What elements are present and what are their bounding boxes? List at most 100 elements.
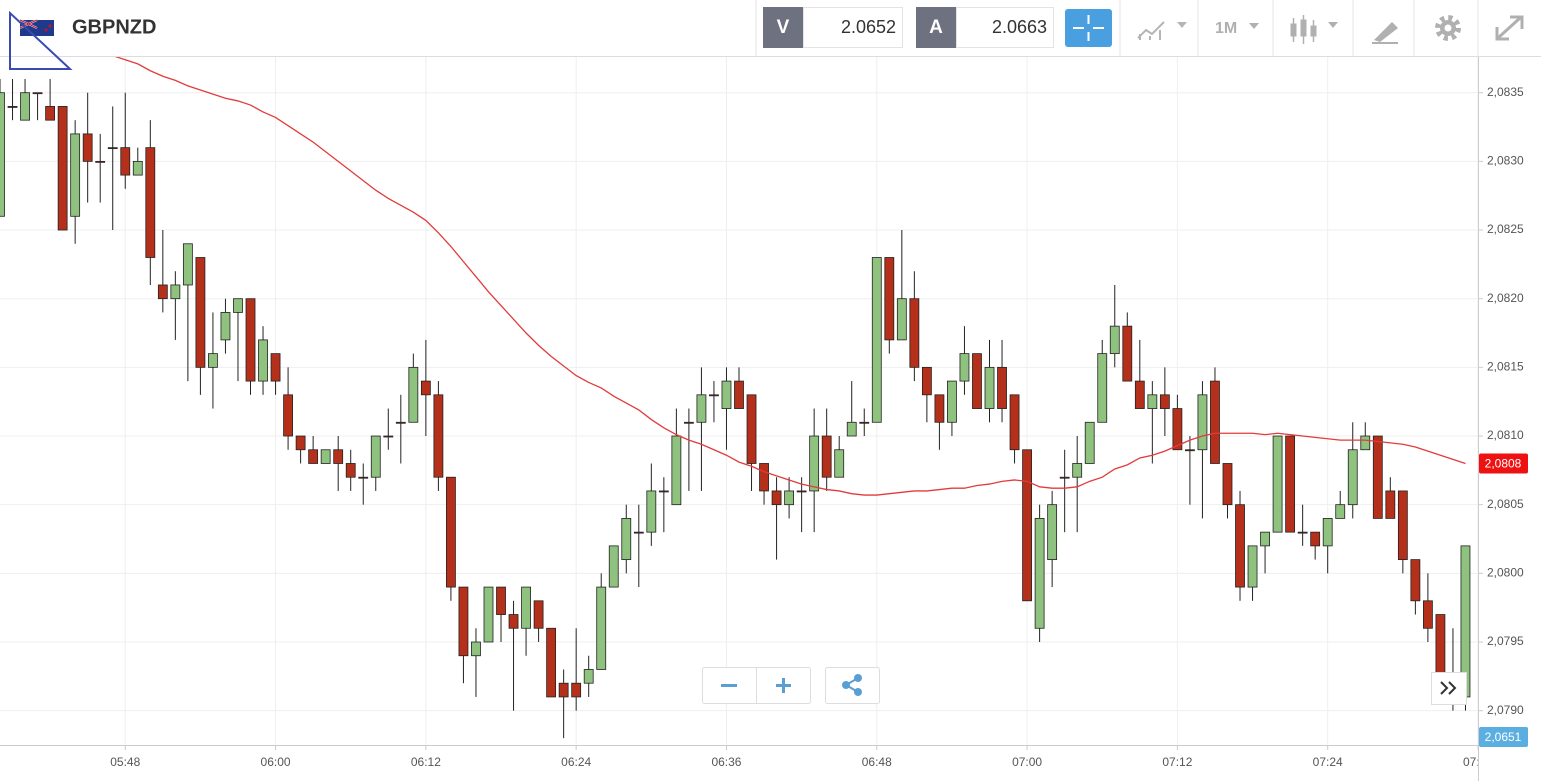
y-tick-label: 2,0805 xyxy=(1487,497,1524,511)
candle-body xyxy=(1059,476,1070,479)
candle-body xyxy=(132,160,143,176)
candle-body xyxy=(283,394,293,437)
x-tick-label: 05:48 xyxy=(110,755,140,769)
candle-body xyxy=(333,449,344,464)
candle-body xyxy=(1272,435,1283,533)
candle-body xyxy=(997,366,1007,409)
candle-body xyxy=(1285,435,1296,533)
candle-body xyxy=(1397,490,1408,561)
candle-body xyxy=(471,641,481,657)
timeframe[interactable]: 1M xyxy=(1215,20,1237,37)
x-tick-label: 06:36 xyxy=(711,755,741,769)
candle-body xyxy=(195,257,206,368)
candle-body xyxy=(696,394,707,423)
y-tick-label: 2,0815 xyxy=(1487,360,1524,374)
candle-body xyxy=(984,366,995,409)
candle-body xyxy=(446,476,456,588)
candle-body xyxy=(107,147,118,150)
bid-price: 2.0652 xyxy=(841,17,896,37)
settings-button[interactable] xyxy=(1435,15,1461,41)
x-tick-label: 06:12 xyxy=(411,755,441,769)
candle-body xyxy=(871,257,882,423)
ask-letter-box xyxy=(916,7,956,48)
candle-body xyxy=(896,298,907,341)
candle-body xyxy=(658,490,669,493)
crosshair-button[interactable] xyxy=(1065,9,1112,47)
candle-body xyxy=(1210,380,1220,464)
y-tick-label: 2,0820 xyxy=(1487,291,1524,305)
drawing-button[interactable] xyxy=(1372,22,1398,44)
candle-body xyxy=(1335,504,1346,519)
candle-body xyxy=(884,257,895,341)
candle-body xyxy=(1134,380,1145,409)
y-tick-label: 2,0795 xyxy=(1487,634,1524,648)
candle-body xyxy=(1109,325,1120,355)
candle-body xyxy=(1172,408,1183,451)
candle-body xyxy=(308,449,319,464)
candle-body xyxy=(295,435,306,451)
candle-body xyxy=(1159,394,1170,409)
candle-body xyxy=(32,92,43,95)
candle-body xyxy=(571,682,582,698)
candle-body xyxy=(82,133,93,162)
share-button[interactable] xyxy=(825,667,880,704)
candle-body xyxy=(208,353,218,368)
x-tick-label: 06:24 xyxy=(561,755,591,769)
candle-body xyxy=(521,586,531,629)
candle-body xyxy=(583,669,594,684)
scroll-end-button[interactable] xyxy=(1431,672,1467,705)
candle-body xyxy=(320,449,331,464)
bid-letter: V xyxy=(777,17,790,38)
candle-body xyxy=(483,586,494,643)
candle-body xyxy=(45,106,56,121)
candle-body xyxy=(95,160,106,163)
candle-body xyxy=(370,435,381,478)
ask-price: 2.0663 xyxy=(992,17,1047,37)
candle-body xyxy=(909,298,920,368)
zoom-in-button[interactable] xyxy=(776,678,791,693)
candle-body xyxy=(1347,449,1358,506)
candle-body xyxy=(721,380,732,409)
x-tick-label: 07:00 xyxy=(1012,755,1042,769)
candle-body xyxy=(947,380,957,423)
candle-body xyxy=(1097,353,1108,423)
indicator-button[interactable] xyxy=(1137,21,1187,40)
ask-box[interactable] xyxy=(956,7,1054,48)
candle-body xyxy=(558,682,569,698)
candle-body xyxy=(1297,531,1308,534)
x-axis: 05:48 06:00 06:12 06:24 06:36 06:48 07:00 07:12… xyxy=(110,745,1493,769)
candle-body xyxy=(859,421,870,424)
candle-body xyxy=(496,586,506,615)
zoom-controls xyxy=(702,667,811,704)
candle-body xyxy=(671,435,682,506)
bid-box[interactable] xyxy=(803,7,903,48)
candle-body xyxy=(784,490,795,506)
candle-body xyxy=(533,600,544,629)
candle-body xyxy=(821,435,832,478)
bid-tag xyxy=(1479,727,1528,747)
candle-body xyxy=(1372,435,1383,519)
y-tick-label: 2,0830 xyxy=(1487,154,1524,168)
x-tick-label: 07:36 xyxy=(1463,755,1493,769)
candle-body xyxy=(245,298,256,382)
candle-body xyxy=(759,463,769,492)
candle-body xyxy=(1034,518,1045,629)
y-tick-label: 2,0835 xyxy=(1487,85,1524,99)
candle-body xyxy=(1222,463,1233,506)
candle-body xyxy=(1197,394,1208,451)
candle-body xyxy=(170,284,181,300)
candle-body xyxy=(383,435,394,438)
x-tick-label: 07:24 xyxy=(1313,755,1343,769)
candle-body xyxy=(1422,600,1433,629)
overlay-value-label: 2,0808 xyxy=(1485,457,1522,471)
candle-body xyxy=(683,421,694,424)
candle-body xyxy=(1310,531,1321,547)
candle-body xyxy=(633,531,644,534)
chart-type-button[interactable] xyxy=(1290,15,1338,44)
y-tick-label: 2,0810 xyxy=(1487,428,1524,442)
moving-average-line xyxy=(114,57,1466,496)
candle-body xyxy=(1072,463,1083,478)
candle-body xyxy=(734,380,744,409)
fullscreen-button[interactable] xyxy=(1495,15,1524,41)
candle-body xyxy=(746,394,757,464)
